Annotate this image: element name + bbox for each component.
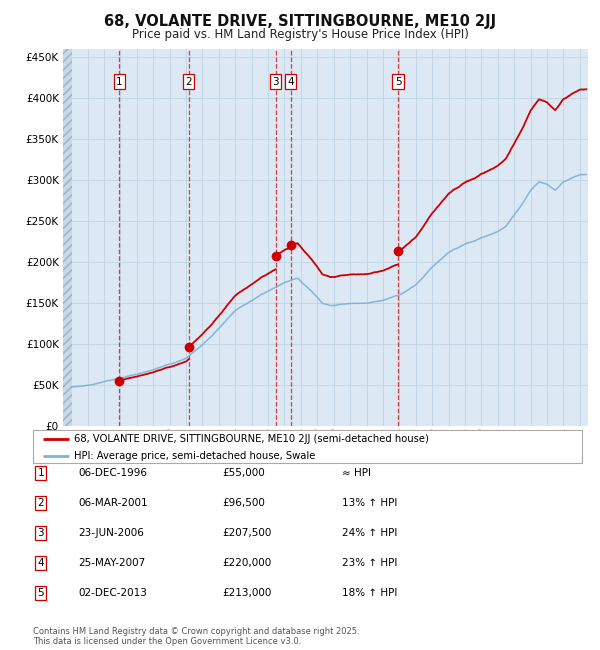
Text: 3: 3 — [272, 77, 279, 86]
Text: £55,000: £55,000 — [222, 468, 265, 478]
Text: 1: 1 — [37, 468, 44, 478]
Text: 5: 5 — [395, 77, 401, 86]
Text: 2: 2 — [185, 77, 192, 86]
Text: 23% ↑ HPI: 23% ↑ HPI — [342, 558, 397, 568]
Bar — [63, 49, 72, 426]
Text: 68, VOLANTE DRIVE, SITTINGBOURNE, ME10 2JJ: 68, VOLANTE DRIVE, SITTINGBOURNE, ME10 2… — [104, 14, 496, 29]
Text: 23-JUN-2006: 23-JUN-2006 — [78, 528, 144, 538]
Text: HPI: Average price, semi-detached house, Swale: HPI: Average price, semi-detached house,… — [74, 450, 316, 461]
Text: 1: 1 — [116, 77, 122, 86]
Text: £220,000: £220,000 — [222, 558, 271, 568]
Text: 18% ↑ HPI: 18% ↑ HPI — [342, 588, 397, 598]
Text: 2: 2 — [37, 498, 44, 508]
Text: 06-DEC-1996: 06-DEC-1996 — [78, 468, 147, 478]
Text: Contains HM Land Registry data © Crown copyright and database right 2025.: Contains HM Land Registry data © Crown c… — [33, 627, 359, 636]
Text: 13% ↑ HPI: 13% ↑ HPI — [342, 498, 397, 508]
Text: 02-DEC-2013: 02-DEC-2013 — [78, 588, 147, 598]
Text: £207,500: £207,500 — [222, 528, 271, 538]
Text: 4: 4 — [287, 77, 294, 86]
Text: This data is licensed under the Open Government Licence v3.0.: This data is licensed under the Open Gov… — [33, 637, 301, 646]
Text: 68, VOLANTE DRIVE, SITTINGBOURNE, ME10 2JJ (semi-detached house): 68, VOLANTE DRIVE, SITTINGBOURNE, ME10 2… — [74, 434, 429, 445]
Text: 5: 5 — [37, 588, 44, 598]
Text: 06-MAR-2001: 06-MAR-2001 — [78, 498, 148, 508]
Text: £213,000: £213,000 — [222, 588, 271, 598]
Text: 4: 4 — [37, 558, 44, 568]
Text: 24% ↑ HPI: 24% ↑ HPI — [342, 528, 397, 538]
Text: Price paid vs. HM Land Registry's House Price Index (HPI): Price paid vs. HM Land Registry's House … — [131, 28, 469, 41]
Text: 25-MAY-2007: 25-MAY-2007 — [78, 558, 145, 568]
Text: 3: 3 — [37, 528, 44, 538]
Text: ≈ HPI: ≈ HPI — [342, 468, 371, 478]
Text: £96,500: £96,500 — [222, 498, 265, 508]
